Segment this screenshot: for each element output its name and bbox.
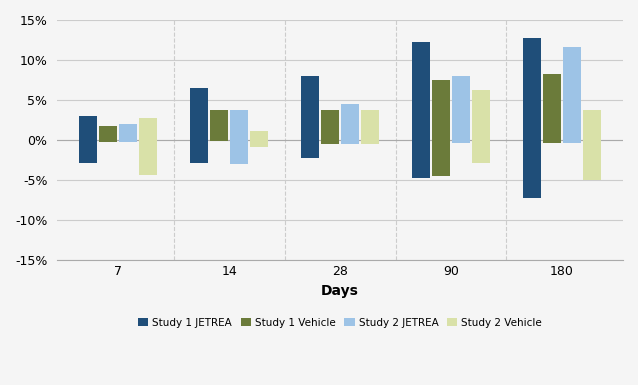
- Bar: [432, 80, 450, 140]
- Bar: [543, 140, 561, 142]
- Bar: [230, 140, 248, 164]
- Bar: [583, 140, 601, 180]
- Bar: [321, 110, 339, 140]
- Bar: [341, 104, 359, 140]
- Bar: [119, 140, 137, 142]
- Bar: [79, 140, 97, 162]
- Bar: [119, 124, 137, 140]
- X-axis label: Days: Days: [321, 284, 359, 298]
- Bar: [452, 140, 470, 142]
- Bar: [250, 140, 268, 147]
- Bar: [190, 88, 208, 140]
- Bar: [472, 140, 490, 162]
- Bar: [99, 126, 117, 140]
- Bar: [139, 118, 157, 140]
- Bar: [210, 140, 228, 141]
- Bar: [412, 42, 430, 140]
- Bar: [543, 74, 561, 140]
- Bar: [523, 38, 541, 140]
- Bar: [230, 110, 248, 140]
- Bar: [99, 140, 117, 142]
- Bar: [321, 140, 339, 144]
- Bar: [301, 140, 319, 158]
- Bar: [472, 90, 490, 140]
- Bar: [563, 140, 581, 142]
- Bar: [563, 47, 581, 140]
- Bar: [432, 140, 450, 176]
- Bar: [361, 110, 379, 140]
- Bar: [79, 116, 97, 140]
- Bar: [452, 76, 470, 140]
- Bar: [361, 140, 379, 144]
- Bar: [250, 131, 268, 140]
- Bar: [210, 110, 228, 140]
- Bar: [341, 140, 359, 144]
- Bar: [412, 140, 430, 178]
- Bar: [523, 140, 541, 198]
- Bar: [301, 76, 319, 140]
- Bar: [583, 110, 601, 140]
- Legend: Study 1 JETREA, Study 1 Vehicle, Study 2 JETREA, Study 2 Vehicle: Study 1 JETREA, Study 1 Vehicle, Study 2…: [134, 313, 546, 332]
- Bar: [139, 140, 157, 174]
- Bar: [190, 140, 208, 162]
